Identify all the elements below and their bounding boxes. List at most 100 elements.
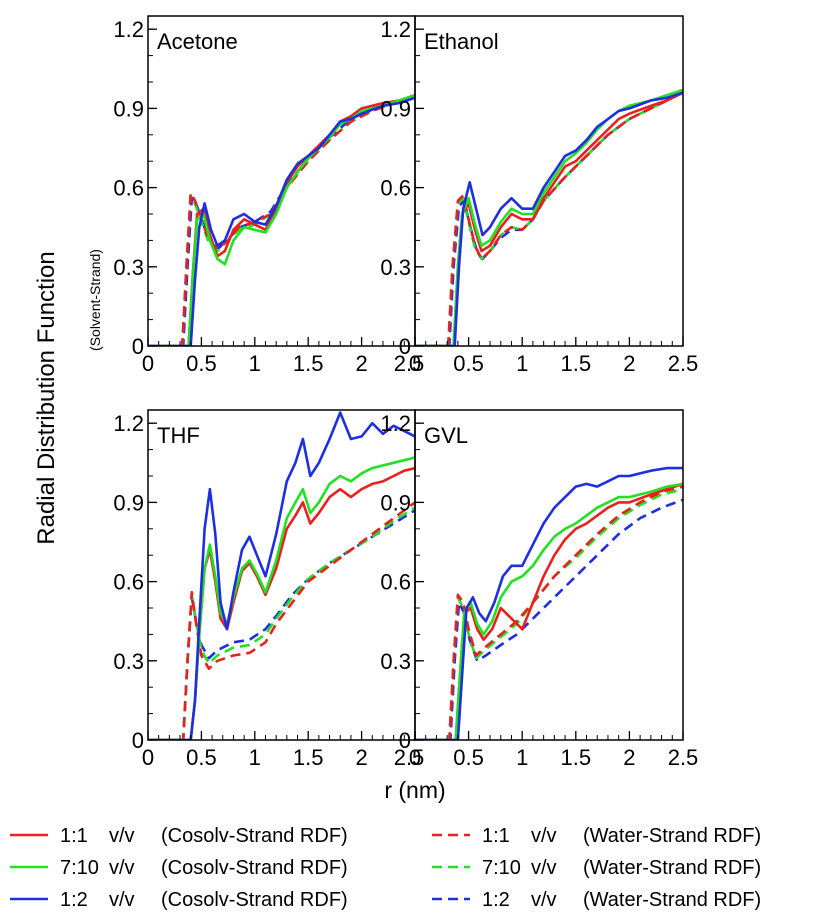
legend-ratio: 7:10 — [60, 857, 99, 879]
x-tick-label: 0 — [409, 745, 421, 770]
y-tick-label: 0.3 — [113, 649, 144, 674]
legend-unit: v/v — [531, 889, 557, 911]
x-tick-label: 2 — [623, 351, 635, 376]
y-axis-label: Radial Distribution Function — [33, 251, 60, 544]
y-tick-label: 0.3 — [380, 255, 411, 280]
y-tick-label: 1.2 — [113, 17, 144, 42]
x-axis-label: r (nm) — [384, 777, 445, 803]
x-tick-label: 1.5 — [561, 351, 592, 376]
panel-frame — [414, 409, 684, 741]
y-tick-label: 0.6 — [380, 176, 411, 201]
legend-unit: v/v — [109, 857, 135, 879]
legend-ratio: 7:10 — [482, 857, 521, 879]
series-1-2-cosolv-strand — [148, 96, 415, 346]
panel-title: Acetone — [157, 29, 238, 54]
panel-gvl: 0 0.3 0.6 0.9 1.2 0 0.5 1 1.5 2 2.5 GVL — [380, 409, 699, 770]
legend-ratio: 1:1 — [60, 825, 88, 847]
x-tick-label: 0.5 — [453, 745, 484, 770]
legend-unit: v/v — [109, 889, 135, 911]
legend-unit: v/v — [531, 825, 557, 847]
y-tick-label: 0.6 — [380, 570, 411, 595]
x-tick-label: 0 — [409, 351, 421, 376]
series-1-1-cosolv-strand — [415, 91, 683, 346]
legend-desc: (Cosolv-Strand RDF) — [161, 825, 348, 847]
legend-desc: (Water-Strand RDF) — [583, 825, 761, 847]
legend-item-1-2-cosolv: 1:2 v/v (Cosolv-Strand RDF) — [10, 889, 348, 911]
series-7-10-water-strand — [415, 487, 683, 740]
panel-frame — [414, 15, 684, 347]
series-1-1-cosolv-strand — [148, 93, 415, 346]
x-tick-label: 0.5 — [186, 745, 217, 770]
legend-item-7-10-water: 7:10 v/v (Water-Strand RDF) — [432, 857, 761, 879]
y-tick-label: 1.2 — [113, 411, 144, 436]
legend-item-1-1-water: 1:1 v/v (Water-Strand RDF) — [432, 825, 761, 847]
x-tick-label: 1.5 — [293, 745, 324, 770]
series-7-10-water-strand — [148, 93, 415, 346]
y-tick-label: 0.6 — [113, 570, 144, 595]
series-7-10-cosolv-strand — [148, 456, 415, 740]
series-1-2-cosolv-strand — [148, 411, 415, 740]
x-tick-label: 0.5 — [186, 351, 217, 376]
series-1-1-water-strand — [415, 485, 683, 740]
legend-item-1-2-water: 1:2 v/v (Water-Strand RDF) — [432, 889, 761, 911]
legend-ratio: 1:1 — [482, 825, 510, 847]
panel-title: Ethanol — [424, 29, 499, 54]
legend-item-1-1-cosolv: 1:1 v/v (Cosolv-Strand RDF) — [10, 825, 348, 847]
series-1-1-water-strand — [148, 501, 415, 740]
x-tick-label: 1 — [249, 745, 261, 770]
series-7-10-cosolv-strand — [148, 93, 415, 346]
x-tick-label: 2.5 — [394, 351, 425, 376]
panel-title: GVL — [424, 423, 468, 448]
y-tick-label: 0 — [399, 728, 411, 753]
x-tick-label: 2.5 — [668, 351, 699, 376]
legend-unit: v/v — [531, 857, 557, 879]
y-tick-label: 0.9 — [113, 96, 144, 121]
y-tick-label: 0.9 — [380, 490, 411, 515]
panel-title: THF — [157, 423, 200, 448]
y-tick-label: 1.2 — [380, 17, 411, 42]
y-tick-label: 0.9 — [380, 96, 411, 121]
legend-unit: v/v — [109, 825, 135, 847]
legend-desc: (Cosolv-Strand RDF) — [161, 857, 348, 879]
y-tick-label: 0.3 — [113, 255, 144, 280]
x-tick-label: 1.5 — [293, 351, 324, 376]
legend: 1:1 v/v (Cosolv-Strand RDF) 7:10 v/v (Cosolv-… — [10, 825, 761, 911]
series-1-2-water-strand — [415, 498, 683, 740]
legend-ratio: 1:2 — [60, 889, 88, 911]
y-axis-sublabel: (Solvent-Strand) — [87, 249, 103, 351]
series-1-2-cosolv-strand — [415, 466, 683, 740]
series-7-10-cosolv-strand — [415, 482, 683, 740]
legend-desc: (Cosolv-Strand RDF) — [161, 889, 348, 911]
series-1-2-water-strand — [148, 93, 415, 346]
panel-acetone: 0 0.3 0.6 0.9 1.2 0 0.5 1 1.5 2 2.5 Acetone — [113, 15, 425, 376]
series-1-1-water-strand — [415, 91, 683, 346]
y-tick-label: 0 — [132, 334, 144, 359]
panel-frame — [147, 409, 416, 741]
panel-frame — [147, 15, 416, 347]
x-tick-label: 1.5 — [561, 745, 592, 770]
legend-ratio: 1:2 — [482, 889, 510, 911]
legend-desc: (Water-Strand RDF) — [583, 889, 761, 911]
y-tick-label: 0.9 — [113, 490, 144, 515]
x-tick-label: 1 — [249, 351, 261, 376]
x-tick-label: 1 — [516, 351, 528, 376]
panel-ethanol: 0 0.3 0.6 0.9 1.2 0 0.5 1 1.5 2 2.5 Ethanol — [380, 15, 699, 376]
panel-thf: 0 0.3 0.6 0.9 1.2 0 0.5 1 1.5 2 2.5 THF — [113, 409, 425, 770]
legend-item-7-10-cosolv: 7:10 v/v (Cosolv-Strand RDF) — [10, 857, 348, 879]
series-1-1-cosolv-strand — [415, 482, 683, 740]
y-tick-label: 0.6 — [113, 176, 144, 201]
x-tick-label: 0 — [142, 745, 154, 770]
y-tick-label: 0 — [132, 728, 144, 753]
x-tick-label: 2.5 — [668, 745, 699, 770]
x-tick-label: 2 — [355, 745, 367, 770]
panels-group: 00.30.60.91.20 0.5 1 1.5 2 2.5Acetone00.30.60… — [113, 15, 699, 770]
series-1-1-water-strand — [148, 93, 415, 346]
y-tick-label: 0 — [399, 334, 411, 359]
x-tick-label: 1 — [516, 745, 528, 770]
y-tick-label: 0.3 — [380, 649, 411, 674]
x-tick-label: 0.5 — [453, 351, 484, 376]
x-tick-label: 2.5 — [394, 745, 425, 770]
series-1-2-cosolv-strand — [415, 91, 683, 346]
x-tick-label: 0 — [142, 351, 154, 376]
